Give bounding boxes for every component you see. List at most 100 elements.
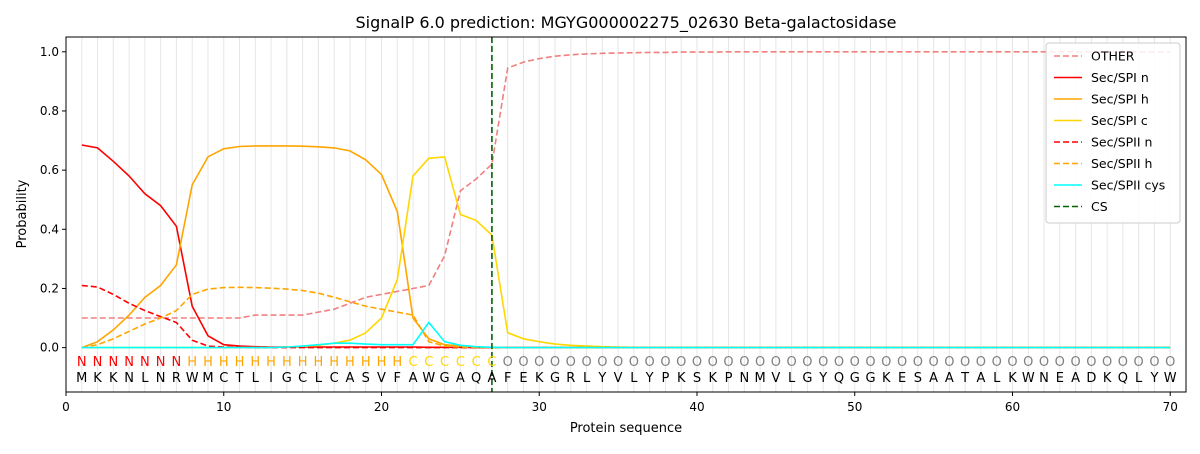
residue-label: L (1135, 371, 1143, 386)
residue-label: Y (1149, 371, 1158, 386)
residue-label: L (993, 371, 1001, 386)
legend-label: Sec/SPI h (1091, 92, 1149, 107)
sequence-layer: NMNKNKNNNLNNNRHWHMHCHTHLHIHGHCHLHCHAHSHV… (76, 355, 1177, 386)
residue-label: G (850, 371, 860, 386)
legend-label: Sec/SPII h (1091, 156, 1152, 171)
residue-label: A (409, 371, 418, 386)
residue-label: A (456, 371, 465, 386)
residue-label: Q (471, 371, 481, 386)
series-line (81, 50, 1171, 319)
residue-label: G (865, 371, 875, 386)
region-label: O (755, 355, 765, 370)
residue-label: N (739, 371, 749, 386)
residue-label: S (914, 371, 922, 386)
residue-label: F (504, 371, 511, 386)
region-label: O (802, 355, 812, 370)
x-tick-label: 10 (216, 400, 231, 414)
residue-label: N (124, 371, 134, 386)
region-label: O (771, 355, 781, 370)
residue-label: A (345, 371, 354, 386)
residue-label: R (172, 371, 181, 386)
region-label: O (676, 355, 686, 370)
region-label: H (345, 355, 355, 370)
residue-label: V (377, 371, 386, 386)
residue-label: K (1008, 371, 1017, 386)
residue-label: S (362, 371, 370, 386)
region-label: H (377, 355, 387, 370)
residue-label: L (252, 371, 260, 386)
residue-label: Q (1118, 371, 1128, 386)
region-label: N (140, 355, 150, 370)
region-label: O (1134, 355, 1144, 370)
region-label: H (329, 355, 339, 370)
plot-frame (65, 36, 1187, 393)
region-label: H (187, 355, 197, 370)
region-label: N (124, 355, 134, 370)
axes-layer: 0 10 20 30 40 50 60 70 0.0 0.2 0.4 0.6 0.8 1.0 (40, 45, 1178, 414)
residue-label: M (76, 371, 87, 386)
residue-label: D (1086, 371, 1096, 386)
residue-label: C (298, 371, 307, 386)
residue-label: G (282, 371, 292, 386)
x-tick-label: 30 (532, 400, 547, 414)
residue-label: E (1056, 371, 1064, 386)
residue-label: K (1103, 371, 1112, 386)
residue-label: W (1164, 371, 1177, 386)
region-label: H (235, 355, 245, 370)
region-label: O (818, 355, 828, 370)
region-label: N (93, 355, 103, 370)
region-label: O (1102, 355, 1112, 370)
region-label: O (723, 355, 733, 370)
y-tick-label: 0.2 (40, 281, 59, 295)
region-label: C (456, 355, 465, 370)
residue-label: K (535, 371, 544, 386)
residue-label: K (882, 371, 891, 386)
region-label: H (266, 355, 276, 370)
residue-label: A (929, 371, 938, 386)
x-tick-label: 40 (689, 400, 704, 414)
residue-label: F (394, 371, 401, 386)
residue-label: Y (645, 371, 654, 386)
residue-label: G (550, 371, 560, 386)
residue-label: Y (597, 371, 606, 386)
region-label: O (992, 355, 1002, 370)
residue-label: N (1039, 371, 1049, 386)
grid-layer (81, 37, 1171, 392)
residue-label: L (141, 371, 149, 386)
y-tick-label: 0.6 (40, 163, 59, 177)
residue-label: L (788, 371, 796, 386)
residue-label: T (960, 371, 969, 386)
x-tick-label: 20 (374, 400, 389, 414)
region-label: O (1070, 355, 1080, 370)
region-label: O (613, 355, 623, 370)
residue-label: E (898, 371, 906, 386)
residue-label: W (422, 371, 435, 386)
region-label: O (566, 355, 576, 370)
residue-label: G (802, 371, 812, 386)
residue-label: A (487, 371, 496, 386)
residue-label: G (440, 371, 450, 386)
residue-label: A (945, 371, 954, 386)
region-label: H (314, 355, 324, 370)
x-tick-label: 70 (1163, 400, 1178, 414)
region-label: H (219, 355, 229, 370)
region-label: O (660, 355, 670, 370)
residue-label: C (330, 371, 339, 386)
chart-title: SignalP 6.0 prediction: MGYG000002275_02… (355, 13, 896, 33)
region-label: H (250, 355, 260, 370)
region-label: O (913, 355, 923, 370)
residue-label: L (583, 371, 591, 386)
residue-label: Q (834, 371, 844, 386)
residue-label: L (315, 371, 323, 386)
region-label: O (850, 355, 860, 370)
region-label: O (834, 355, 844, 370)
legend-label: Sec/SPI c (1091, 113, 1148, 128)
region-label: O (518, 355, 528, 370)
region-label: O (1039, 355, 1049, 370)
region-label: O (534, 355, 544, 370)
region-label: O (1118, 355, 1128, 370)
region-label: O (897, 355, 907, 370)
region-label: O (944, 355, 954, 370)
region-label: N (77, 355, 87, 370)
